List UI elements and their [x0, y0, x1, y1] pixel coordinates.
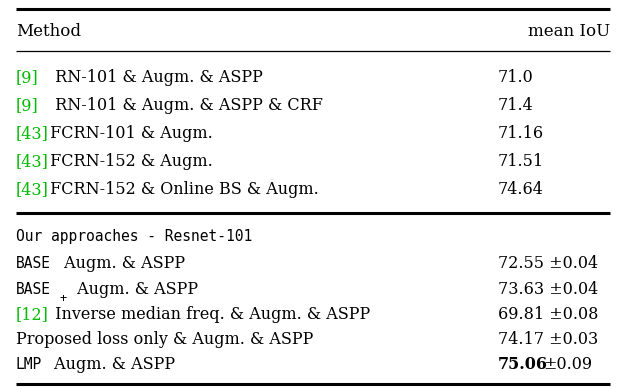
- Text: [12]: [12]: [16, 306, 49, 323]
- Text: RN-101 & Augm. & ASPP: RN-101 & Augm. & ASPP: [50, 69, 263, 86]
- Text: FCRN-152 & Online BS & Augm.: FCRN-152 & Online BS & Augm.: [45, 181, 319, 198]
- Text: 72.55 ±0.04: 72.55 ±0.04: [498, 255, 598, 272]
- Text: Augm. & ASPP: Augm. & ASPP: [49, 356, 175, 373]
- Text: Proposed loss only & Augm. & ASPP: Proposed loss only & Augm. & ASPP: [16, 331, 313, 348]
- Text: mean IoU: mean IoU: [528, 23, 610, 40]
- Text: [9]: [9]: [16, 69, 38, 86]
- Text: BASE: BASE: [16, 282, 51, 296]
- Text: 71.16: 71.16: [498, 125, 544, 142]
- Text: FCRN-152 & Augm.: FCRN-152 & Augm.: [45, 153, 213, 170]
- Text: LMP: LMP: [16, 357, 42, 372]
- Text: [43]: [43]: [16, 153, 49, 170]
- Text: 74.17 ±0.03: 74.17 ±0.03: [498, 331, 598, 348]
- Text: [9]: [9]: [16, 97, 38, 114]
- Text: BASE: BASE: [16, 256, 51, 271]
- Text: 73.63 ±0.04: 73.63 ±0.04: [498, 281, 598, 298]
- Text: 71.0: 71.0: [498, 69, 533, 86]
- Text: 75.06: 75.06: [498, 356, 548, 373]
- Text: Our approaches - Resnet-101: Our approaches - Resnet-101: [16, 229, 252, 244]
- Text: [43]: [43]: [16, 125, 49, 142]
- Text: Method: Method: [16, 23, 81, 40]
- Text: ±0.09: ±0.09: [543, 356, 592, 373]
- Text: 69.81 ±0.08: 69.81 ±0.08: [498, 306, 598, 323]
- Text: RN-101 & Augm. & ASPP & CRF: RN-101 & Augm. & ASPP & CRF: [50, 97, 323, 114]
- Text: Augm. & ASPP: Augm. & ASPP: [59, 255, 185, 272]
- Text: [43]: [43]: [16, 181, 49, 198]
- Text: 71.51: 71.51: [498, 153, 544, 170]
- Text: FCRN-101 & Augm.: FCRN-101 & Augm.: [45, 125, 213, 142]
- Text: 74.64: 74.64: [498, 181, 543, 198]
- Text: 71.4: 71.4: [498, 97, 533, 114]
- Text: +: +: [59, 292, 66, 305]
- Text: Inverse median freq. & Augm. & ASPP: Inverse median freq. & Augm. & ASPP: [50, 306, 371, 323]
- Text: Augm. & ASPP: Augm. & ASPP: [72, 281, 198, 298]
